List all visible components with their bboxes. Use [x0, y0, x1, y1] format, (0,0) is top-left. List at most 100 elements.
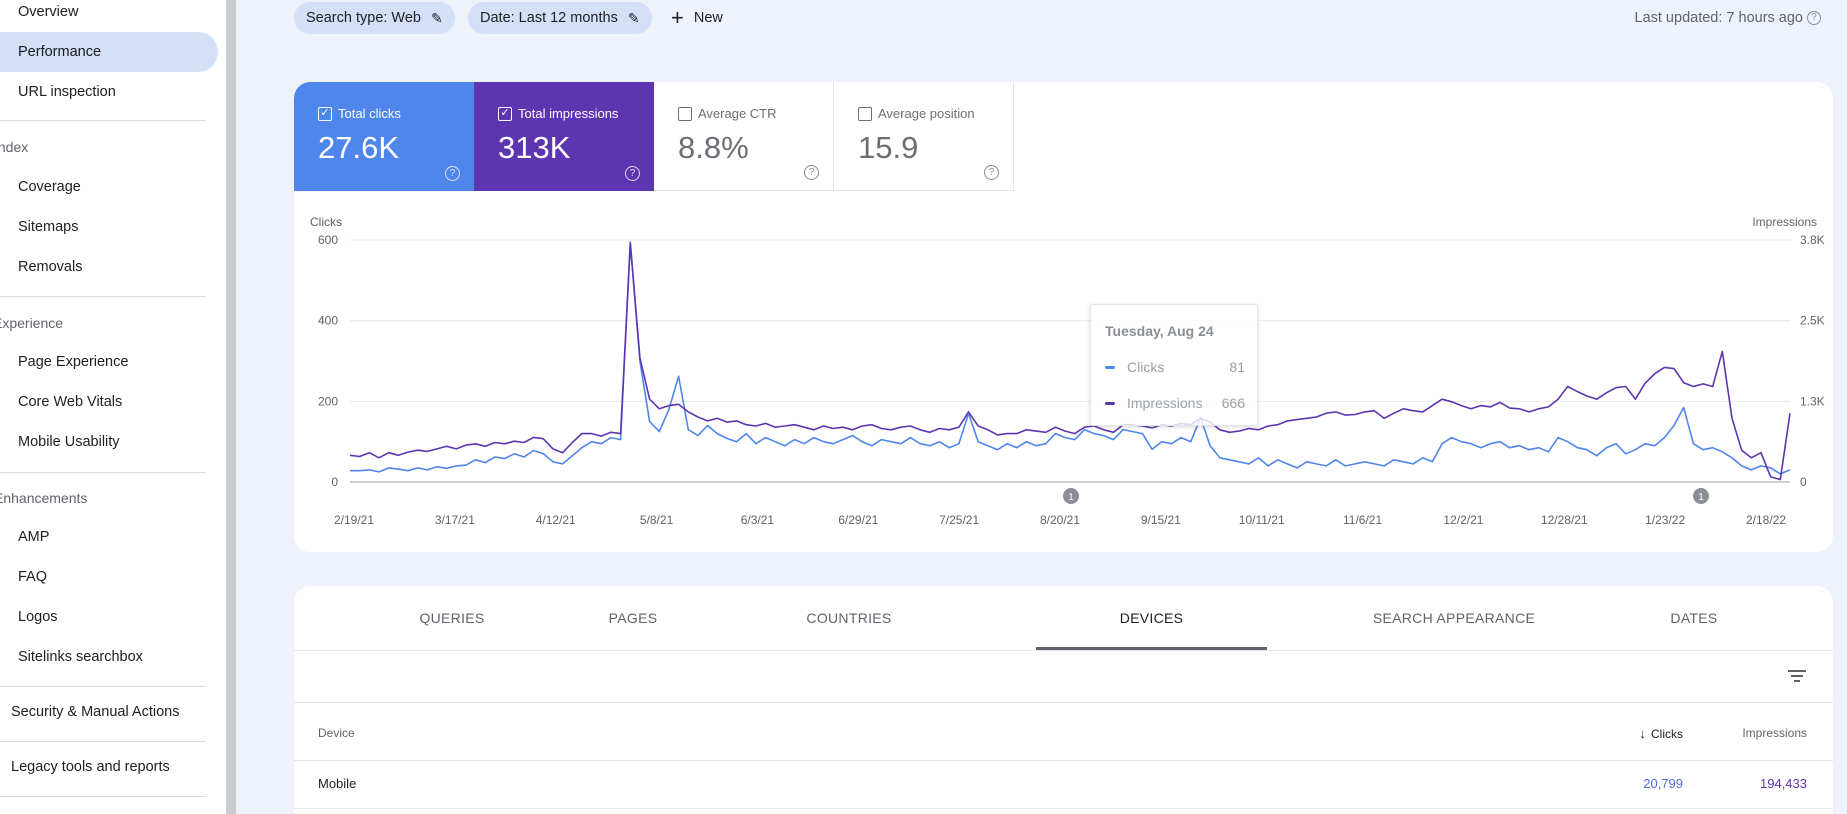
column-header-impressions[interactable]: Impressions [1742, 726, 1807, 740]
sidebar-item-label: Performance [18, 44, 102, 60]
sidebar-item-coverage[interactable]: Coverage [0, 167, 218, 207]
x-tick-label: 6/3/21 [741, 513, 775, 527]
last-updated: Last updated: 7 hours ago? [1634, 10, 1821, 26]
help-icon[interactable]: ? [804, 165, 819, 180]
tab-label: SEARCH APPEARANCE [1372, 610, 1536, 626]
dimension-table-card: QUERIES PAGES COUNTRIES DEVICES SEARCH A… [294, 586, 1833, 814]
sidebar-item-label: Mobile Usability [18, 434, 120, 450]
x-tick-label: 6/29/21 [838, 513, 878, 527]
tab-dates[interactable]: DATES [1574, 586, 1814, 650]
tab-search-appearance[interactable]: SEARCH APPEARANCE [1304, 586, 1604, 650]
metric-label: Total impressions [518, 106, 619, 121]
tab-label: DATES [1670, 610, 1718, 626]
sidebar-item-label: Sitelinks searchbox [18, 649, 143, 665]
new-filter-label: New [693, 10, 723, 26]
filter-icon[interactable] [1785, 664, 1809, 688]
column-header-device[interactable]: Device [318, 726, 355, 740]
sidebar-item-mobile-usability[interactable]: Mobile Usability [0, 422, 218, 462]
x-tick-label: 3/17/21 [435, 513, 475, 527]
sidebar-item-page-experience[interactable]: Page Experience [0, 342, 218, 382]
header-row-divider [294, 760, 1833, 761]
sidebar-item-sitemaps[interactable]: Sitemaps [0, 207, 218, 247]
x-tick-label: 5/8/21 [640, 513, 674, 527]
date-filter-chip[interactable]: Date: Last 12 months ✎ [468, 2, 652, 34]
clicks-legend-swatch [1105, 365, 1115, 369]
help-icon[interactable]: ? [625, 166, 640, 181]
sidebar-item-url-inspection[interactable]: URL inspection [0, 72, 218, 112]
edit-pencil-icon: ✎ [431, 9, 443, 26]
sidebar-item-label: Removals [18, 259, 83, 275]
sidebar-item-performance[interactable]: Performance [0, 32, 218, 72]
tab-label: QUERIES [419, 610, 485, 626]
toolbar-divider [294, 702, 1833, 703]
checkbox-checked-icon[interactable]: ✓ [498, 106, 512, 121]
performance-line-chart[interactable]: Clicks Impressions 600 3.8K 400 2.5K 200 1.3K 0 0… [294, 82, 1833, 552]
x-tick-label: 7/25/21 [939, 513, 979, 527]
impressions-legend-swatch [1105, 401, 1115, 405]
sidebar-item-logos[interactable]: Logos [0, 597, 218, 637]
annotation-marker-label: 1 [1698, 492, 1704, 503]
left-tick-label: 200 [318, 394, 338, 408]
sidebar-item-security-manual-actions[interactable]: Security & Manual Actions [0, 692, 211, 732]
total-clicks-metric-card[interactable]: ✓ Total clicks 27.6K ? [294, 82, 474, 191]
right-tick-label: 2.5K [1800, 314, 1825, 328]
sidebar-divider [0, 741, 206, 742]
sidebar-item-label: URL inspection [18, 84, 116, 100]
right-axis-label: Impressions [1752, 215, 1817, 229]
sidebar-item-core-web-vitals[interactable]: Core Web Vitals [0, 382, 218, 422]
metric-value: 15.9 [858, 130, 919, 165]
search-type-filter-chip[interactable]: Search type: Web ✎ [294, 2, 455, 34]
active-tab-indicator [1036, 647, 1267, 650]
sidebar-item-label: Sitemaps [18, 219, 79, 235]
sidebar-scroll-edge [226, 0, 236, 814]
sidebar-item-overview[interactable]: Overview [0, 0, 218, 32]
tab-pages[interactable]: PAGES [484, 586, 782, 650]
tab-label: PAGES [608, 610, 658, 626]
sidebar-divider [0, 120, 206, 121]
x-tick-label: 2/19/21 [334, 513, 374, 527]
help-icon[interactable]: ? [1807, 11, 1821, 26]
metric-label: Average CTR [698, 106, 777, 121]
x-tick-label: 4/12/21 [536, 513, 576, 527]
sort-arrow-down-icon: ↓ [1639, 726, 1647, 741]
average-ctr-metric-card[interactable]: Average CTR 8.8% ? [654, 82, 834, 191]
sidebar-section-index: Index [0, 139, 29, 155]
average-position-metric-card[interactable]: Average position 15.9 ? [834, 82, 1014, 191]
total-impressions-metric-card[interactable]: ✓ Total impressions 313K ? [474, 82, 654, 191]
tabs-divider [294, 650, 1833, 651]
column-header-label: Clicks [1651, 727, 1683, 741]
sidebar-item-amp[interactable]: AMP [0, 517, 218, 557]
sidebar-item-removals[interactable]: Removals [0, 247, 218, 287]
cell-impressions: 194,433 [1760, 776, 1807, 791]
column-header-clicks[interactable]: ↓ Clicks [1640, 726, 1684, 741]
metric-value: 8.8% [678, 130, 749, 165]
metric-label: Total clicks [338, 106, 401, 121]
sidebar-item-label: Overview [18, 4, 79, 20]
tooltip-impressions-row: Impressions 666 [1105, 395, 1245, 411]
performance-chart-card: ✓ Total clicks 27.6K ? ✓ Total impressions… [294, 82, 1833, 552]
last-updated-text: Last updated: 7 hours ago [1634, 10, 1804, 26]
x-tick-label: 10/11/21 [1239, 513, 1285, 527]
sidebar-item-sitelinks-searchbox[interactable]: Sitelinks searchbox [0, 637, 218, 677]
help-icon[interactable]: ? [445, 166, 460, 181]
sidebar-item-faq[interactable]: FAQ [0, 557, 218, 597]
new-filter-button[interactable]: + New [671, 2, 723, 34]
tooltip-impressions-value: 666 [1221, 395, 1245, 411]
tooltip-clicks-value: 81 [1229, 359, 1245, 375]
sidebar-divider [0, 796, 206, 797]
cell-clicks: 20,799 [1643, 776, 1683, 791]
tab-countries[interactable]: COUNTRIES [704, 586, 994, 650]
checkbox-checked-icon[interactable]: ✓ [318, 106, 332, 121]
impressions-series-line [349, 242, 1791, 481]
tooltip-date: Tuesday, Aug 24 [1105, 323, 1214, 339]
sidebar-item-legacy-tools[interactable]: Legacy tools and reports [0, 747, 211, 787]
metric-label: Average position [878, 106, 975, 121]
sidebar-section-enhancements: Enhancements [0, 490, 88, 506]
left-tick-label: 600 [318, 233, 338, 247]
tab-queries[interactable]: QUERIES [294, 586, 610, 650]
checkbox-unchecked-icon[interactable] [858, 106, 872, 121]
tab-devices[interactable]: DEVICES [1036, 586, 1267, 650]
x-tick-label: 12/28/21 [1541, 513, 1588, 527]
checkbox-unchecked-icon[interactable] [678, 106, 692, 121]
help-icon[interactable]: ? [984, 165, 999, 180]
